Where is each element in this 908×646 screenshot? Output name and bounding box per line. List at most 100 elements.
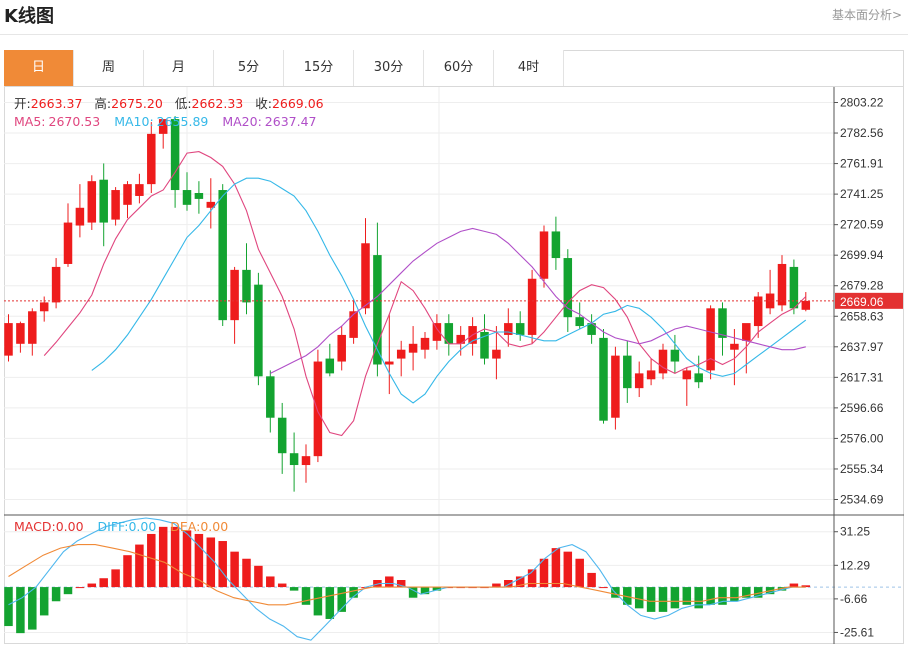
price-tick-label: 2720.59 — [840, 218, 884, 232]
price-tick-label: 2803.22 — [840, 95, 884, 109]
price-axis: 2803.22 2782.56 2761.91 2741.25 2720.59 2699.… — [4, 87, 904, 644]
price-tick-label: 2576.00 — [840, 431, 884, 445]
macd-histogram-bar — [63, 587, 73, 595]
macd-histogram-bar — [254, 565, 263, 588]
close-value: 2669.06 — [272, 96, 324, 111]
ma-legend: MA5: 2670.53 MA10: 2655.89 MA20: 2637.47 — [14, 114, 317, 129]
dea-label: DEA: — [170, 519, 200, 534]
candle-body — [420, 337, 430, 350]
macd-histogram-bar — [742, 587, 751, 598]
macd-histogram-bar — [230, 551, 239, 588]
candle-body — [706, 308, 715, 371]
tab-15min[interactable]: 15分 — [284, 50, 354, 86]
candle-body — [4, 323, 13, 356]
macd-histogram-bar — [28, 587, 37, 630]
macd-histogram-bar — [682, 587, 692, 605]
close-label: 收: — [255, 96, 272, 111]
candle-body — [694, 373, 703, 383]
macd-histogram-bar — [801, 585, 811, 588]
macd-histogram-bar — [111, 569, 120, 588]
price-tick-label: 2596.66 — [840, 401, 884, 415]
price-tick-label: 2761.91 — [840, 157, 884, 171]
macd-histogram-bar — [623, 587, 632, 605]
macd-histogram-bar — [337, 587, 346, 612]
ma20-label: MA20: — [222, 114, 261, 129]
macd-histogram-bar — [242, 558, 251, 588]
tab-30min[interactable]: 30分 — [354, 50, 424, 86]
tab-4hour[interactable]: 4时 — [494, 50, 564, 86]
macd-histogram-bar — [135, 544, 144, 588]
candle-body — [111, 190, 120, 220]
ma5-line — [43, 151, 807, 437]
candle-body — [730, 343, 739, 350]
candle-body — [551, 231, 561, 259]
macd-panel: 31.25 12.29 -6.66 -25.61 — [4, 517, 904, 641]
macd-histogram-bar — [182, 530, 192, 588]
macd-tick-label: -6.66 — [840, 592, 868, 606]
ma20-value: 2637.47 — [265, 114, 317, 129]
macd-histogram-bar — [587, 572, 596, 588]
macd-histogram-bar — [504, 580, 513, 588]
candle-body — [51, 266, 61, 303]
macd-histogram-bar — [408, 587, 418, 598]
macd-histogram-bar — [396, 580, 406, 588]
price-tick-label: 2555.34 — [840, 462, 884, 476]
candle-body — [527, 278, 537, 335]
macd-histogram-bar — [218, 541, 227, 588]
candle-body — [742, 323, 751, 341]
candle-body — [765, 293, 775, 309]
macd-histogram-bar — [39, 587, 49, 616]
macd-legend: MACD:0.00 DIFF:0.00 DEA:0.00 — [14, 519, 228, 534]
candle-body — [39, 302, 49, 312]
candle-body — [515, 323, 525, 335]
candle-body — [182, 190, 192, 205]
macd-histogram-bar — [194, 533, 204, 588]
candle-body — [777, 263, 787, 306]
tab-day[interactable]: 日 — [4, 50, 74, 86]
candle-body — [242, 269, 251, 303]
candle-body — [801, 300, 811, 310]
candle-body — [28, 311, 37, 344]
ma5-value: 2670.53 — [49, 114, 101, 129]
macd-histogram-bar — [658, 587, 668, 612]
candle-body — [504, 323, 513, 335]
candle-body — [135, 184, 144, 196]
candle-body — [396, 349, 406, 359]
macd-histogram-bar — [158, 526, 168, 588]
page-title: K线图 — [4, 6, 54, 27]
macd-histogram-bar — [313, 587, 323, 616]
candle-body — [16, 323, 25, 344]
fundamental-analysis-link[interactable]: 基本面分析> — [831, 8, 902, 22]
candle-body — [313, 361, 323, 457]
candle-body — [277, 417, 287, 454]
candle-body — [206, 201, 216, 208]
candle-body — [301, 456, 311, 466]
tab-60min[interactable]: 60分 — [424, 50, 494, 86]
candle-body — [718, 308, 727, 338]
ma10-line — [91, 177, 807, 404]
low-label: 低: — [175, 96, 192, 111]
candle-body — [599, 337, 608, 421]
macd-tick-label: 12.29 — [840, 558, 870, 572]
macd-histogram-bar — [646, 587, 656, 612]
macd-histogram-bar — [87, 583, 97, 588]
candle-body — [361, 243, 370, 309]
macd-histogram-bar — [16, 587, 25, 634]
candle-body — [385, 361, 394, 365]
macd-histogram-bar — [551, 548, 561, 588]
tab-month[interactable]: 月 — [144, 50, 214, 86]
candle-body — [99, 179, 108, 223]
macd-value: 0.00 — [56, 519, 84, 534]
macd-tick-label: 31.25 — [840, 525, 870, 539]
candle-body — [254, 284, 263, 377]
macd-histogram-bar — [75, 587, 85, 589]
tabs-divider — [4, 86, 904, 87]
macd-histogram-bar — [206, 537, 216, 588]
macd-histogram-bar — [420, 587, 430, 595]
tab-week[interactable]: 周 — [74, 50, 144, 86]
tab-5min[interactable]: 5分 — [214, 50, 284, 86]
macd-histogram-bar — [266, 576, 275, 588]
candle-body — [634, 373, 644, 389]
macd-histogram-bar — [123, 555, 132, 588]
